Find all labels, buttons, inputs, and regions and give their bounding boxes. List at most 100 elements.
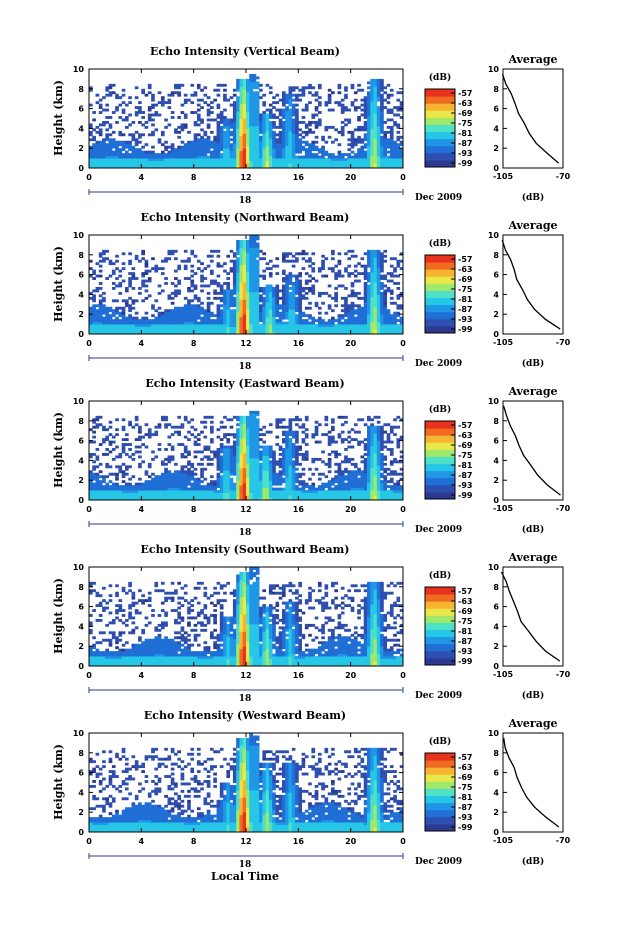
heatmap-cell: [272, 133, 276, 137]
heatmap-cell: [187, 470, 191, 474]
heatmap-cell: [304, 160, 309, 164]
heatmap-cell: [229, 133, 234, 137]
heatmap-cell: [219, 153, 224, 157]
heatmap-cell: [134, 316, 139, 320]
heatmap-cell: [380, 286, 384, 290]
heatmap-cell: [206, 326, 211, 330]
heatmap-cell: [226, 475, 231, 479]
heatmap-cell: [115, 306, 119, 310]
heatmap-cell: [324, 274, 329, 278]
heatmap-cell: [249, 96, 253, 100]
heatmap-cell: [373, 88, 378, 92]
heatmap-cell: [236, 440, 240, 444]
heatmap-cell: [255, 148, 260, 152]
heatmap-cell: [157, 165, 162, 169]
heatmap-cell: [239, 93, 244, 97]
heatmap-cell: [124, 125, 129, 129]
heatmap-cell: [360, 160, 365, 164]
heatmap-cell: [298, 252, 302, 256]
heatmap-cell: [353, 153, 358, 157]
heatmap-cell: [327, 294, 332, 298]
heatmap-cell: [151, 257, 155, 261]
heatmap-cell: [281, 269, 286, 273]
heatmap-cell: [363, 133, 368, 137]
heatmap-cell: [265, 294, 270, 298]
heatmap-cell: [170, 163, 175, 166]
heatmap-cell: [177, 309, 181, 313]
heatmap-cell: [190, 311, 195, 315]
heatmap-cell: [350, 101, 355, 105]
heatmap-cell: [131, 319, 136, 323]
heatmap-cell: [229, 497, 234, 501]
heatmap-cell: [373, 143, 378, 147]
heatmap-cell: [331, 125, 335, 129]
heatmap-cell: [174, 482, 178, 486]
heatmap-cell: [259, 316, 263, 320]
heatmap-cell: [242, 282, 247, 285]
heatmap-cell: [177, 314, 181, 318]
heatmap-cell: [370, 160, 374, 164]
heatmap-cell: [219, 284, 224, 288]
heatmap-cell: [311, 267, 316, 271]
heatmap-cell: [95, 309, 100, 313]
heatmap-cell: [229, 490, 234, 493]
heatmap-cell: [170, 155, 175, 159]
heatmap-cell: [167, 98, 172, 102]
heatmap-cell: [121, 495, 126, 498]
heatmap-cell: [134, 86, 139, 90]
heatmap-cell: [183, 277, 188, 280]
heatmap-cell: [236, 264, 240, 268]
heatmap-cell: [262, 113, 267, 117]
heatmap-cell: [239, 247, 244, 251]
heatmap-cell: [177, 475, 181, 479]
heatmap-cell: [373, 155, 378, 159]
heatmap-cell: [147, 329, 152, 332]
heatmap-cell: [203, 324, 208, 327]
heatmap-cell: [383, 135, 388, 139]
heatmap-cell: [89, 319, 93, 323]
heatmap-cell: [108, 155, 113, 159]
heatmap-cell: [383, 304, 388, 308]
heatmap-cell: [373, 269, 378, 273]
heatmap-cell: [239, 244, 244, 248]
heatmap-cell: [131, 277, 136, 280]
heatmap-cell: [396, 329, 401, 332]
heatmap-cell: [102, 299, 106, 303]
y-tick-label: 8: [78, 85, 84, 94]
heatmap-cell: [249, 108, 253, 112]
heatmap-cell: [242, 294, 247, 298]
heatmap-cell: [98, 286, 103, 290]
heatmap-cell: [252, 457, 257, 461]
heatmap-cell: [111, 309, 116, 313]
heatmap-cell: [380, 155, 384, 159]
heatmap-cell: [265, 304, 270, 308]
heatmap-cell: [285, 296, 289, 300]
heatmap-cell: [229, 289, 234, 293]
heatmap-cell: [281, 279, 286, 283]
heatmap-cell: [249, 284, 253, 288]
heatmap-cell: [187, 155, 191, 159]
heatmap-cell: [210, 130, 214, 134]
heatmap-cell: [376, 272, 381, 276]
heatmap-cell: [311, 262, 316, 266]
heatmap-cell: [115, 140, 119, 144]
heatmap-cell: [157, 475, 162, 479]
heatmap-cell: [203, 93, 208, 97]
heatmap-cell: [200, 462, 204, 466]
heatmap-cell: [363, 286, 368, 290]
heatmap-cell: [295, 321, 299, 325]
heatmap-cell: [200, 306, 204, 310]
heatmap-cell: [291, 111, 296, 114]
heatmap-cell: [252, 430, 257, 434]
heatmap-cell: [105, 160, 110, 164]
heatmap-cell: [134, 165, 139, 169]
heatmap-cell: [314, 165, 319, 169]
heatmap-cell: [376, 249, 381, 253]
heatmap-cell: [98, 482, 103, 486]
date-label: Dec 2009: [415, 193, 462, 203]
heatmap-cell: [232, 460, 237, 464]
heatmap-cell: [262, 153, 267, 157]
heatmap-cell: [232, 163, 237, 166]
heatmap-cell: [196, 438, 201, 442]
